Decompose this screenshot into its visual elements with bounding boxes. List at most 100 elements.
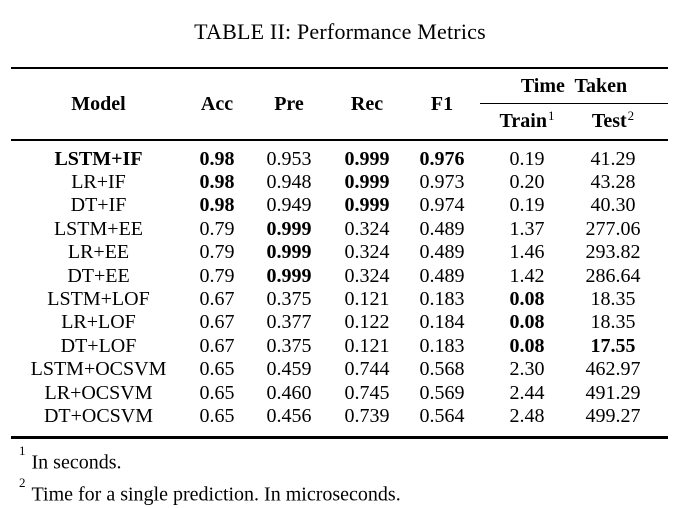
footnote-marker-2: 2 — [627, 107, 635, 123]
cell-model: LR+EE — [67, 241, 130, 264]
col-header-test-label: Test — [591, 110, 627, 132]
cell-rec: 0.739 — [344, 404, 390, 427]
table-row: LR+IF 0.98 0.948 0.999 0.973 0.20 43.28 — [11, 170, 668, 193]
table-row: LR+LOF 0.67 0.377 0.122 0.184 0.08 18.35 — [11, 311, 668, 334]
cell-rec: 0.324 — [344, 241, 390, 264]
cell-rec: 0.999 — [344, 147, 390, 170]
cell-train: 2.30 — [509, 358, 545, 381]
cell-acc: 0.65 — [199, 358, 235, 381]
cell-acc: 0.67 — [199, 311, 235, 334]
cell-acc: 0.65 — [199, 381, 235, 404]
cell-model: DT+EE — [67, 264, 130, 287]
cell-f1: 0.564 — [419, 404, 465, 427]
col-header-train-label: Train — [499, 110, 547, 132]
footnote-2-marker: 2 — [19, 474, 26, 490]
cell-pre: 0.459 — [266, 358, 312, 381]
table-row: DT+OCSVM 0.65 0.456 0.739 0.564 2.48 499… — [11, 404, 668, 427]
cell-test: 499.27 — [585, 404, 641, 427]
cell-model: DT+LOF — [60, 334, 137, 357]
cell-pre: 0.375 — [266, 288, 312, 311]
cell-model: DT+IF — [70, 194, 127, 217]
cell-model: DT+OCSVM — [43, 404, 154, 427]
cell-rec: 0.122 — [344, 311, 390, 334]
cell-acc: 0.79 — [199, 264, 235, 287]
cell-train: 0.20 — [509, 171, 545, 194]
footnote-marker-1: 1 — [547, 107, 555, 123]
footnote-2: 2 Time for a single prediction. In micros… — [19, 474, 401, 508]
cell-acc: 0.79 — [199, 241, 235, 264]
col-header-rec: Rec — [350, 92, 384, 115]
cell-train: 0.19 — [509, 147, 545, 170]
table-row: LSTM+IF 0.98 0.953 0.999 0.976 0.19 41.2… — [11, 147, 668, 170]
table-body: LSTM+IF 0.98 0.953 0.999 0.976 0.19 41.2… — [11, 141, 668, 436]
cell-rec: 0.121 — [344, 288, 390, 311]
footnote-1-marker: 1 — [19, 443, 26, 458]
col-header-acc: Acc — [200, 92, 234, 115]
cell-train: 0.08 — [509, 334, 545, 357]
cell-test: 17.55 — [590, 334, 636, 357]
cell-rec: 0.324 — [344, 217, 390, 240]
cell-test: 18.35 — [590, 311, 636, 334]
table-caption: TABLE II: Performance Metrics — [194, 19, 486, 44]
col-header-train: Train 1 — [480, 104, 574, 139]
cell-train: 2.48 — [509, 404, 545, 427]
cell-model: LSTM+OCSVM — [30, 358, 167, 381]
table-row: DT+IF 0.98 0.949 0.999 0.974 0.19 40.30 — [11, 194, 668, 217]
cell-f1: 0.973 — [419, 171, 465, 194]
cell-model: LSTM+IF — [54, 147, 143, 170]
col-header-test: Test 2 — [574, 104, 668, 139]
cell-acc: 0.98 — [199, 147, 235, 170]
cell-test: 277.06 — [585, 217, 641, 240]
cell-pre: 0.377 — [266, 311, 312, 334]
col-header-model: Model — [71, 92, 126, 115]
cell-acc: 0.67 — [199, 334, 235, 357]
cell-f1: 0.184 — [419, 311, 465, 334]
table-row: DT+EE 0.79 0.999 0.324 0.489 1.42 286.64 — [11, 264, 668, 287]
cell-model: LSTM+LOF — [47, 288, 150, 311]
table-row: LR+EE 0.79 0.999 0.324 0.489 1.46 293.82 — [11, 241, 668, 264]
cell-f1: 0.974 — [419, 194, 465, 217]
table-row: DT+LOF 0.67 0.375 0.121 0.183 0.08 17.55 — [11, 334, 668, 357]
col-header-pre: Pre — [274, 92, 304, 115]
table-header: Model Acc Pre Rec F1 Time Taken Train 1 T… — [11, 69, 668, 139]
cell-test: 18.35 — [590, 288, 636, 311]
cell-model: LR+OCSVM — [44, 381, 153, 404]
cell-pre: 0.948 — [266, 171, 312, 194]
cell-f1: 0.183 — [419, 334, 465, 357]
cell-model: LSTM+EE — [53, 217, 144, 240]
cell-test: 41.29 — [590, 147, 636, 170]
cell-train: 2.44 — [509, 381, 545, 404]
cell-test: 40.30 — [590, 194, 636, 217]
cell-pre: 0.375 — [266, 334, 312, 357]
cell-train: 0.08 — [509, 288, 545, 311]
cell-pre: 0.456 — [266, 404, 312, 427]
table-row: LSTM+LOF 0.67 0.375 0.121 0.183 0.08 18.… — [11, 287, 668, 310]
cell-f1: 0.183 — [419, 288, 465, 311]
performance-table: Model Acc Pre Rec F1 Time Taken Train 1 T… — [11, 67, 668, 439]
cell-acc: 0.98 — [199, 171, 235, 194]
cell-train: 1.42 — [509, 264, 545, 287]
cell-test: 491.29 — [585, 381, 641, 404]
footnotes: 1 In seconds. 2 Time for a single predicti… — [19, 443, 401, 508]
cell-f1: 0.569 — [419, 381, 465, 404]
cell-f1: 0.489 — [419, 217, 465, 240]
cell-test: 462.97 — [585, 358, 641, 381]
cell-train: 1.46 — [509, 241, 545, 264]
cell-pre: 0.953 — [266, 147, 312, 170]
cell-rec: 0.999 — [344, 171, 390, 194]
table-row: LSTM+OCSVM 0.65 0.459 0.744 0.568 2.30 4… — [11, 358, 668, 381]
cell-pre: 0.949 — [266, 194, 312, 217]
cell-rec: 0.745 — [344, 381, 390, 404]
cell-f1: 0.976 — [419, 147, 465, 170]
cell-acc: 0.98 — [199, 194, 235, 217]
cell-f1: 0.489 — [419, 264, 465, 287]
cell-train: 1.37 — [509, 217, 545, 240]
cell-pre: 0.460 — [266, 381, 312, 404]
cell-model: LR+IF — [71, 171, 126, 194]
table-row: LR+OCSVM 0.65 0.460 0.745 0.569 2.44 491… — [11, 381, 668, 404]
cell-acc: 0.65 — [199, 404, 235, 427]
cell-test: 293.82 — [585, 241, 641, 264]
cell-f1: 0.489 — [419, 241, 465, 264]
cell-test: 43.28 — [590, 171, 636, 194]
